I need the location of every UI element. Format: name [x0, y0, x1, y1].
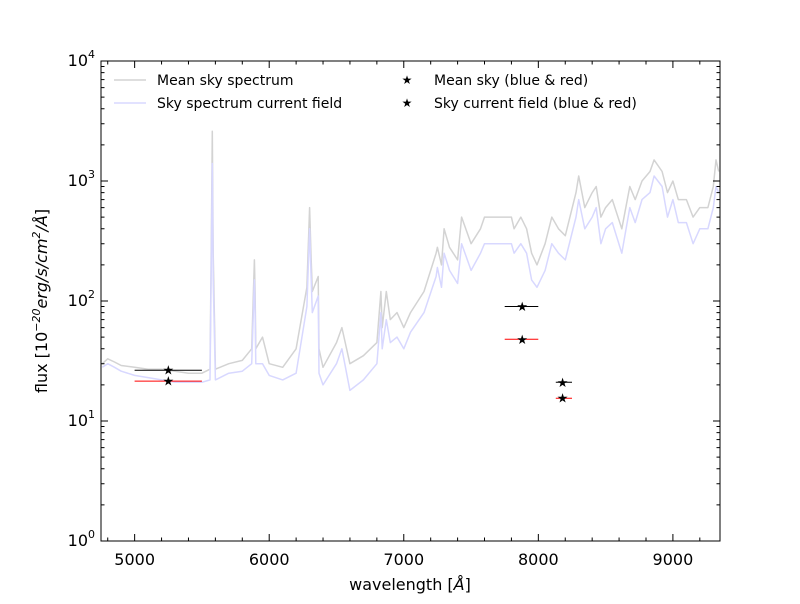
y-axis-label: flux [10−20erg/s/cm2/Å]: [30, 209, 51, 393]
x-tick-label-1: 6000: [249, 550, 290, 569]
x-tick-label-2: 7000: [383, 550, 424, 569]
legend-label-sky-spectrum-current-field: Sky spectrum current field: [157, 96, 342, 112]
legend-label-mean-sky-spectrum: Mean sky spectrum: [157, 73, 293, 89]
y-axis-label-unit: erg/s/cm: [32, 238, 51, 308]
x-axis-label: wavelength [Å]: [349, 575, 471, 594]
legend-label-sky-current-field-blue-red: Sky current field (blue & red): [434, 96, 637, 112]
y-axis-label-exp: −20: [30, 309, 43, 332]
marker-layer: ★★★★★★: [134, 300, 572, 407]
legend-label-mean-sky-blue-red: Mean sky (blue & red): [434, 73, 588, 89]
x-tick-label-3: 8000: [518, 550, 559, 569]
y-axis-label-unit-exp: 2: [30, 231, 43, 238]
y-axis-label-unit-tail: /Å: [32, 215, 51, 233]
marker-star-1-0: ★: [162, 375, 174, 390]
marker-star-1-1: ★: [516, 333, 528, 348]
marker-star-0-1: ★: [516, 300, 528, 315]
legend-marker-mean-sky: ★: [402, 73, 413, 87]
x-tick-label-4: 9000: [653, 550, 694, 569]
marker-star-1-2: ★: [557, 392, 569, 407]
legend: Mean sky spectrum Sky spectrum current f…: [114, 73, 637, 112]
x-tick-label-0: 5000: [114, 550, 155, 569]
series-layer: [101, 130, 720, 392]
series-line-0: [101, 130, 720, 374]
series-line-1: [101, 162, 720, 392]
marker-star-0-0: ★: [162, 364, 174, 379]
legend-marker-sky-current-field: ★: [402, 96, 413, 110]
marker-star-0-2: ★: [557, 376, 569, 391]
x-axis-label-unit: Å: [453, 575, 465, 594]
